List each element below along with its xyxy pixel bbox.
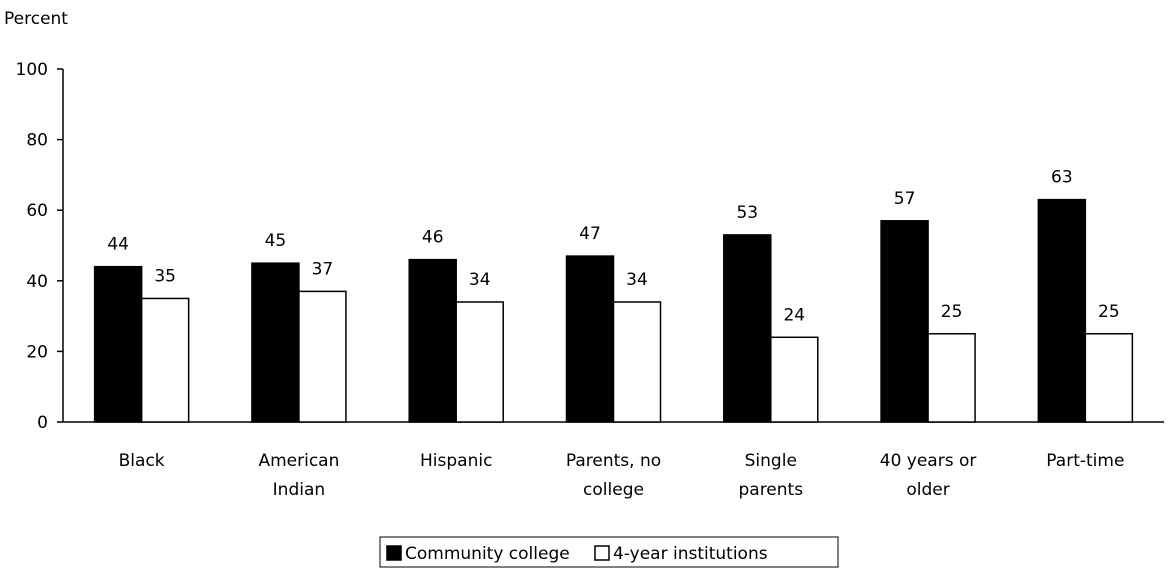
bar-4-year-institutions — [927, 333, 976, 423]
y-tick-label: 100 — [16, 60, 48, 80]
y-tick-label: 40 — [26, 272, 48, 292]
y-tick-label: 20 — [26, 342, 48, 362]
legend-swatch-4-year-institutions — [594, 545, 610, 561]
x-tick-label: Black — [119, 451, 165, 471]
value-label: 25 — [1098, 302, 1120, 322]
legend-label-4-year-institutions: 4-year institutions — [613, 544, 768, 564]
x-tick-label: Indian — [273, 480, 326, 500]
x-tick-label: parents — [738, 480, 803, 500]
x-tick-label: older — [906, 480, 949, 500]
y-axis-label: Percent — [4, 9, 68, 29]
value-label: 57 — [894, 189, 916, 209]
value-label: 25 — [941, 302, 963, 322]
value-label: 46 — [422, 228, 444, 248]
value-label: 53 — [736, 203, 758, 223]
y-axis: 0 20 40 60 80 100 — [16, 60, 64, 433]
legend: Community college 4-year institutions — [379, 536, 839, 568]
bar-community-college — [880, 220, 929, 423]
bar-community-college — [723, 234, 772, 423]
bar-community-college — [408, 258, 457, 423]
bar-4-year-institutions — [612, 301, 662, 423]
bar-community-college — [93, 265, 143, 423]
value-label: 34 — [626, 270, 648, 290]
legend-swatch-community-college — [386, 545, 402, 561]
bar-4-year-institutions — [770, 336, 819, 423]
x-tick-label: 40 years or — [880, 451, 977, 471]
value-label: 63 — [1051, 168, 1073, 188]
bar-4-year-institutions — [455, 301, 504, 423]
value-label: 37 — [312, 259, 334, 279]
value-labels: 44 35 45 37 46 34 47 34 53 24 57 25 63 25 — [107, 168, 1119, 326]
bar-community-college — [251, 262, 300, 423]
legend-label-community-college: Community college — [405, 544, 570, 564]
bar-community-college — [565, 255, 615, 423]
value-label: 45 — [265, 231, 287, 251]
bars — [93, 198, 1134, 423]
value-label: 44 — [107, 235, 129, 255]
bar-4-year-institutions — [1084, 333, 1134, 423]
x-tick-label: college — [583, 480, 644, 500]
y-tick-label: 0 — [37, 413, 48, 433]
bar-4-year-institutions — [298, 290, 347, 423]
x-tick-label: Part-time — [1046, 451, 1124, 471]
x-tick-label: American — [258, 451, 339, 471]
x-tick-label: Single — [745, 451, 797, 471]
value-label: 35 — [154, 266, 176, 286]
bar-4-year-institutions — [140, 297, 190, 423]
y-tick-label: 60 — [26, 201, 48, 221]
x-axis: Black American Indian Hispanic Parents, no co… — [63, 421, 1164, 500]
value-label: 34 — [469, 270, 491, 290]
x-tick-label: Parents, no — [566, 451, 661, 471]
value-label: 24 — [783, 305, 805, 325]
x-tick-label: Hispanic — [420, 451, 492, 471]
value-label: 47 — [579, 224, 601, 244]
y-tick-label: 80 — [26, 131, 48, 151]
bar-community-college — [1037, 198, 1087, 423]
